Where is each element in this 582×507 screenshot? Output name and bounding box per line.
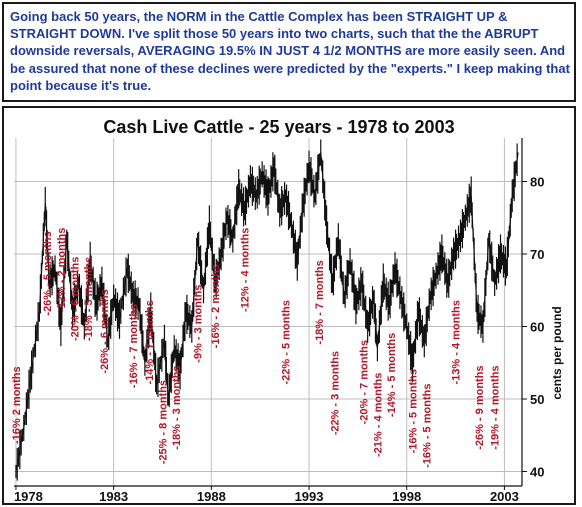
decline-annotation: -26% - 9 months [474, 365, 486, 449]
y-tick-label: 70 [530, 247, 544, 262]
decline-annotation: -25% - 8 months [158, 380, 170, 464]
y-tick-label: 80 [530, 175, 544, 190]
decline-annotation: -19% - 4 months [490, 365, 502, 449]
decline-annotation: -16% - 7 months [128, 304, 140, 388]
decline-annotation: -12% - 4 months [240, 228, 252, 312]
y-tick-label: 40 [530, 465, 544, 480]
header-text: Going back 50 years, the NORM in the Cat… [10, 9, 570, 93]
header-box: Going back 50 years, the NORM in the Cat… [2, 2, 576, 102]
price-series [15, 139, 519, 481]
decline-annotations: -16% 2 months -26% - 5 months -12% - 2 mon… [11, 228, 502, 468]
decline-annotation: -14% - 7 months [144, 300, 156, 384]
decline-annotation: -16% - 2 months [210, 264, 222, 348]
x-tick-label: 1983 [99, 489, 128, 503]
y-axis-label: cents per pound [550, 306, 564, 399]
price-chart: -16% 2 months -26% - 5 months -12% - 2 mon… [11, 117, 564, 503]
decline-annotation: -22% - 5 months [281, 300, 293, 384]
grid [14, 138, 522, 486]
x-tick-label: 1988 [197, 489, 226, 503]
decline-annotation: -16% - 5 months [421, 384, 433, 468]
decline-annotation: -12% - 2 months [56, 228, 68, 312]
y-tick-label: 60 [530, 320, 544, 335]
y-tick-label: 50 [530, 392, 544, 407]
decline-annotation: -21% - 4 months [372, 373, 384, 457]
x-tick-label: 1998 [392, 489, 421, 503]
x-tick-label: 2003 [490, 489, 519, 503]
decline-annotation: -9% - 3 months [193, 285, 205, 363]
chart-frame: -16% 2 months -26% - 5 months -12% - 2 mon… [2, 106, 576, 505]
decline-annotation: -26% - 5 months [42, 231, 54, 315]
decline-annotation: -14% - 5 months [386, 333, 398, 417]
decline-annotation: -26% - 6 months [99, 289, 111, 373]
decline-annotation: -13% - 4 months [451, 300, 463, 384]
axes: 40 50 60 70 80 1978 1983 1988 1993 1998 2003 [14, 138, 544, 503]
decline-annotation: -18% - 3 months [171, 365, 183, 449]
decline-annotation: -16% 2 months [11, 366, 23, 444]
decline-annotation: -22% - 3 months [329, 351, 341, 435]
decline-annotation: -20% - 7 months [359, 340, 371, 424]
x-tick-label: 1978 [14, 489, 43, 503]
chart-title: Cash Live Cattle - 25 years - 1978 to 20… [103, 117, 454, 137]
decline-annotation: -18% - 7 months [314, 260, 326, 344]
decline-annotation: -20% - 6 months [70, 257, 82, 341]
decline-annotation: -16% - 5 months [408, 369, 420, 453]
decline-annotation: -18% - 5 months [83, 257, 95, 341]
x-tick-label: 1993 [295, 489, 324, 503]
